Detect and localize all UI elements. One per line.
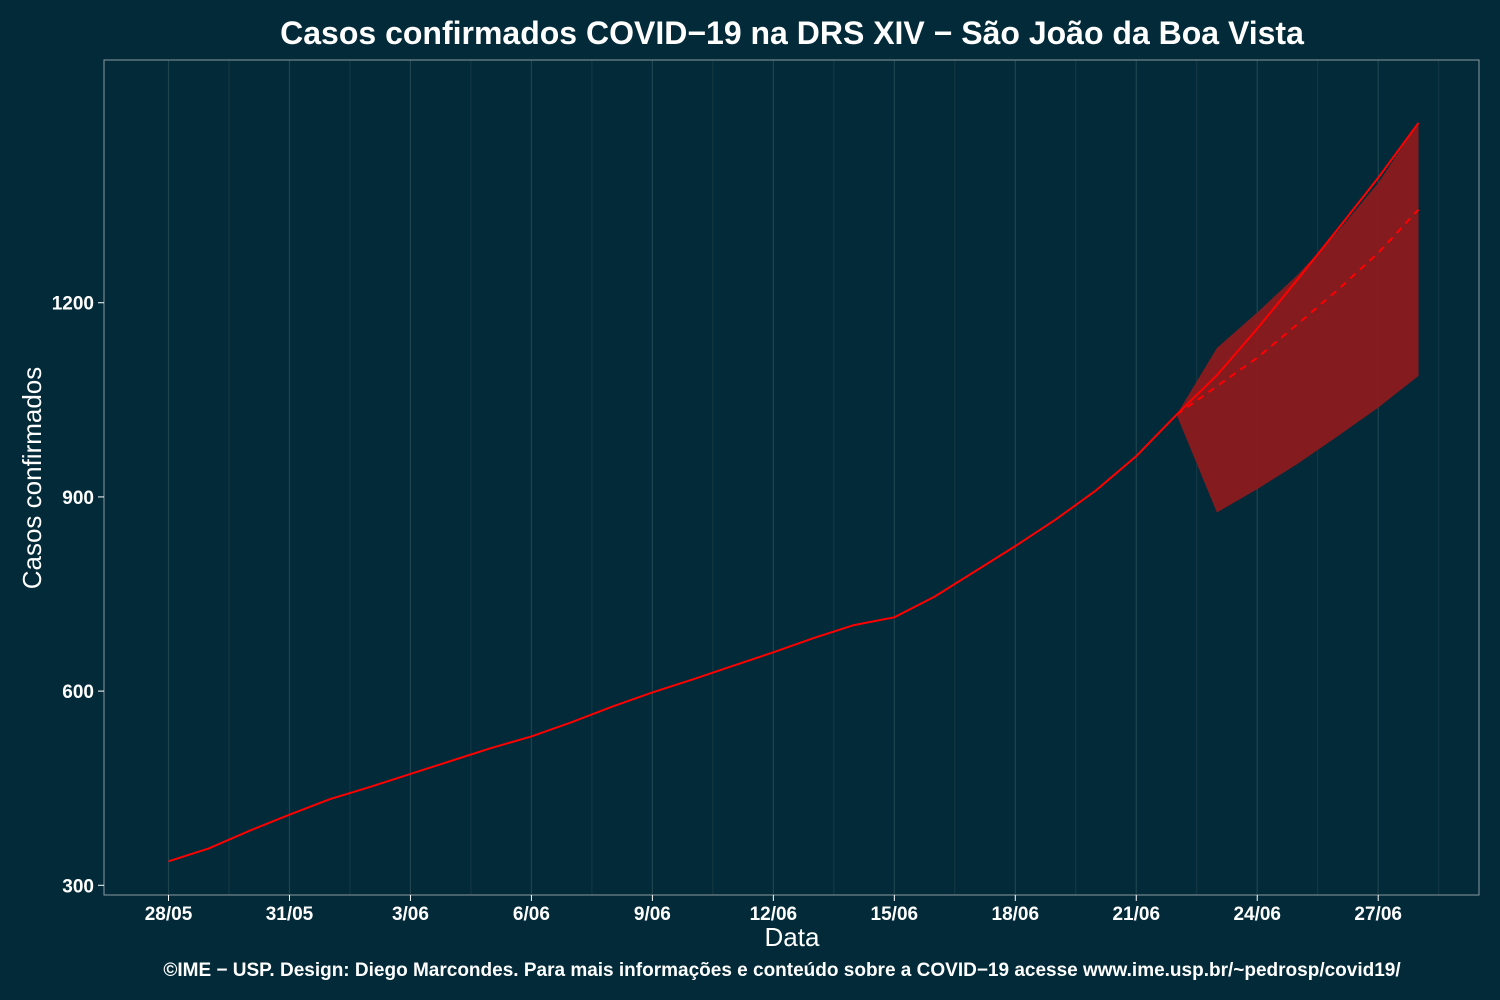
footer-credit: ©IME − USP. Design: Diego Marcondes. Par… — [163, 960, 1401, 981]
x-tick-label: 6/06 — [513, 904, 550, 925]
y-tick-label: 600 — [62, 682, 94, 703]
x-axis-ticks: 28/05 31/05 3/06 6/06 9/06 12/06 15/06 18/06 21/… — [145, 895, 1402, 925]
y-tick-label: 1200 — [52, 294, 94, 315]
x-tick-label: 18/06 — [992, 904, 1040, 925]
y-axis-ticks: 300 600 900 1200 — [52, 294, 104, 897]
x-tick-label: 24/06 — [1233, 904, 1281, 925]
chart-title: Casos confirmados COVID−19 na DRS XIV − … — [280, 15, 1304, 51]
y-tick-label: 900 — [62, 488, 94, 509]
forecast-band-layer — [1176, 122, 1419, 513]
x-axis-title: Data — [765, 922, 820, 952]
y-axis-title: Casos confirmados — [17, 367, 47, 590]
x-tick-label: 27/06 — [1354, 904, 1402, 925]
x-tick-label: 21/06 — [1112, 904, 1160, 925]
plot-panel-border — [103, 59, 1480, 896]
series-layer — [168, 122, 1420, 863]
x-tick-label: 28/05 — [145, 904, 193, 925]
x-tick-label: 31/05 — [266, 904, 314, 925]
y-tick-label: 300 — [62, 876, 94, 897]
forecast-band — [1176, 122, 1419, 513]
x-tick-label: 9/06 — [634, 904, 671, 925]
x-tick-label: 3/06 — [392, 904, 429, 925]
x-tick-label: 15/06 — [871, 904, 919, 925]
confirmed-cases-line — [168, 122, 1420, 863]
x-tick-label: 12/06 — [750, 904, 798, 925]
